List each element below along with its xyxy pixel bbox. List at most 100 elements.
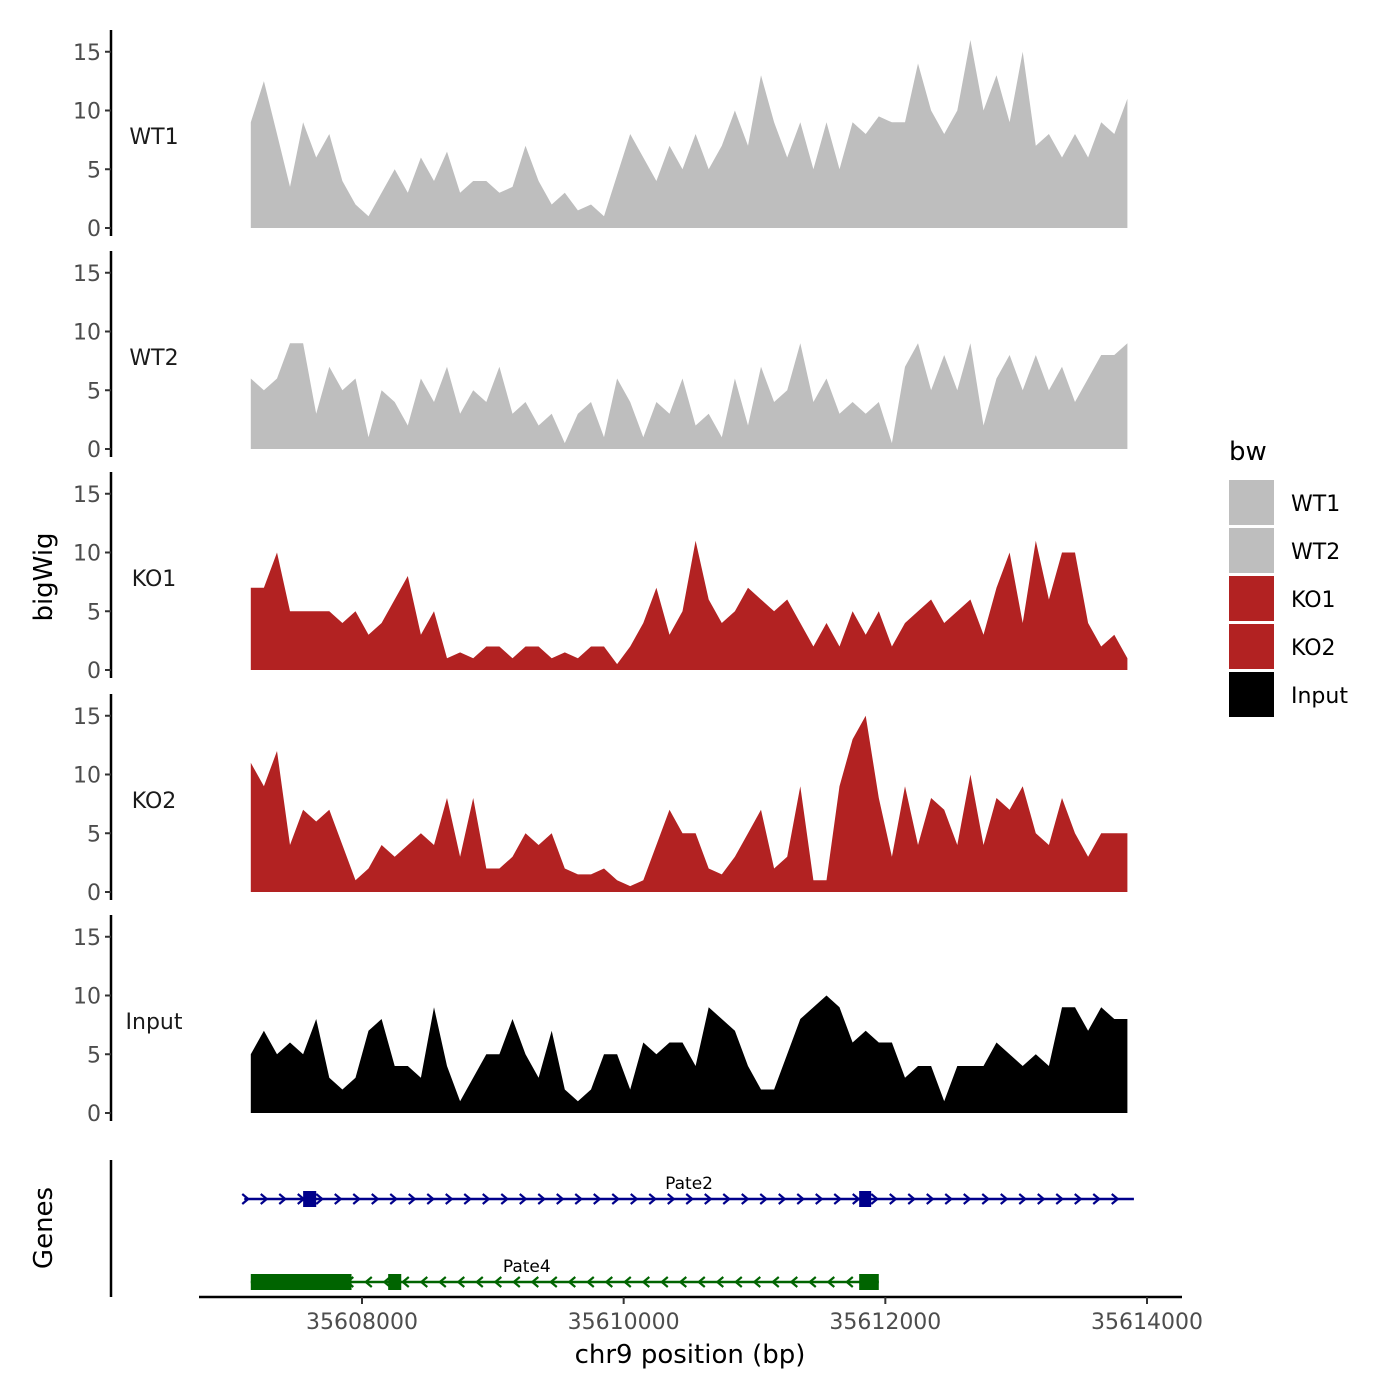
gene-pate2-strand-arrow: [500, 1193, 509, 1205]
legend-label-input: Input: [1291, 684, 1348, 709]
gene-pate2-strand-arrow: [889, 1193, 898, 1205]
track-input-tick-label: 15: [73, 926, 101, 951]
track-input: 0 5 10 15 Input: [73, 915, 1128, 1127]
gene-pate2-strand-arrow: [408, 1193, 417, 1205]
gene-pate4-strand-arrow: [419, 1276, 428, 1288]
track-ko2-tick-label: 0: [87, 881, 101, 906]
gene-pate2-strand-arrow: [759, 1193, 768, 1205]
gene-pate4-strand-arrow: [401, 1276, 410, 1288]
x-tick-label: 35610000: [568, 1310, 680, 1335]
gene-pate4-exon: [388, 1274, 402, 1290]
gene-pate4-strand-arrow: [678, 1276, 687, 1288]
gene-pate2-strand-arrow: [389, 1193, 398, 1205]
gene-pate2-strand-arrow: [870, 1193, 879, 1205]
area-ko2: [250, 715, 1128, 892]
track-input-label: Input: [126, 1010, 183, 1035]
legend-swatch-input: [1229, 672, 1274, 717]
gene-pate4-strand-arrow: [826, 1276, 835, 1288]
gene-pate4-strand-arrow: [456, 1276, 465, 1288]
legend-swatch-wt2: [1229, 528, 1274, 573]
gene-pate2-strand-arrow: [574, 1193, 583, 1205]
gene-pate2-strand-arrow: [556, 1193, 565, 1205]
track-ko1-label: KO1: [132, 567, 177, 592]
gene-pate4-strand-arrow: [715, 1276, 724, 1288]
area-wt2: [250, 343, 1128, 449]
gene-pate2-strand-arrow: [315, 1193, 324, 1205]
gene-pate4-strand-arrow: [845, 1276, 854, 1288]
gene-pate2-strand-arrow: [426, 1193, 435, 1205]
gene-pate4-strand-arrow: [549, 1276, 558, 1288]
gene-pate2-strand-arrow: [1092, 1193, 1101, 1205]
gene-pate4-strand-arrow: [623, 1276, 632, 1288]
gene-pate2-strand-arrow: [334, 1193, 343, 1205]
legend-label-ko1: KO1: [1291, 588, 1336, 613]
gene-pate4-strand-arrow: [771, 1276, 780, 1288]
legend-label-ko2: KO2: [1291, 636, 1336, 661]
track-ko2-tick-label: 15: [73, 705, 101, 730]
x-axis: 35608000 35610000 35612000 35614000: [199, 1295, 1203, 1335]
area-wt1: [250, 40, 1128, 228]
gene-pate2-exon: [303, 1191, 317, 1207]
track-ko2-tick-label: 10: [73, 764, 101, 789]
gene-pate2: Pate2: [241, 1174, 1134, 1207]
track-wt1-tick-label: 15: [73, 41, 101, 66]
legend: bw WT1 WT2 KO1 KO2 Input: [1229, 437, 1348, 717]
gene-pate4-strand-arrow: [364, 1276, 373, 1288]
track-wt2-label: WT2: [129, 346, 178, 371]
gene-pate4-exon: [859, 1274, 879, 1290]
track-input-tick-label: 0: [87, 1102, 101, 1127]
gene-pate4-strand-arrow: [697, 1276, 706, 1288]
legend-title: bw: [1229, 437, 1267, 467]
gene-pate2-label: Pate2: [665, 1174, 713, 1194]
gene-pate2-strand-arrow: [667, 1193, 676, 1205]
gene-pate4-strand-arrow: [493, 1276, 502, 1288]
gene-pate4-strand-arrow: [512, 1276, 521, 1288]
track-wt1-label: WT1: [129, 125, 178, 150]
gene-pate4-strand-arrow: [660, 1276, 669, 1288]
gene-pate2-strand-arrow: [704, 1193, 713, 1205]
gene-pate2-strand-arrow: [944, 1193, 953, 1205]
gene-pate2-strand-arrow: [815, 1193, 824, 1205]
gene-pate2-strand-arrow: [278, 1193, 287, 1205]
track-wt1: 0 5 10 15 WT1: [73, 30, 1128, 242]
gene-pate2-strand-arrow: [1074, 1193, 1083, 1205]
gene-pate4-label: Pate4: [503, 1257, 551, 1277]
gene-pate2-exon: [859, 1191, 872, 1207]
gene-pate2-strand-arrow: [445, 1193, 454, 1205]
gene-pate4-strand-arrow: [438, 1276, 447, 1288]
gene-pate2-strand-arrow: [981, 1193, 990, 1205]
gene-pate2-strand-arrow: [630, 1193, 639, 1205]
x-tick-label: 35612000: [829, 1310, 941, 1335]
track-wt2: 0 5 10 15 WT2: [73, 251, 1128, 463]
gene-pate2-strand-arrow: [611, 1193, 620, 1205]
track-wt1-tick-label: 0: [87, 217, 101, 242]
track-wt2-tick-label: 0: [87, 438, 101, 463]
gene-pate2-strand-arrow: [1055, 1193, 1064, 1205]
gene-pate2-strand-arrow: [241, 1193, 250, 1205]
gene-pate2-strand-arrow: [1111, 1193, 1120, 1205]
gene-pate4-strand-arrow: [641, 1276, 650, 1288]
gene-pate2-strand-arrow: [778, 1193, 787, 1205]
gene-pate2-strand-arrow: [482, 1193, 491, 1205]
gene-pate2-strand-arrow: [371, 1193, 380, 1205]
track-ko1-tick-label: 5: [87, 600, 101, 625]
track-wt2-tick-label: 10: [73, 321, 101, 346]
gene-pate4-strand-arrow: [734, 1276, 743, 1288]
track-ko2-tick-label: 5: [87, 822, 101, 847]
legend-label-wt2: WT2: [1291, 540, 1340, 565]
track-ko1-tick-label: 15: [73, 483, 101, 508]
gene-pate2-strand-arrow: [685, 1193, 694, 1205]
gene-pate2-strand-arrow: [352, 1193, 361, 1205]
gene-pate2-strand-arrow: [1000, 1193, 1009, 1205]
gene-pate4-strand-arrow: [789, 1276, 798, 1288]
gene-pate2-strand-arrow: [1037, 1193, 1046, 1205]
gene-pate2-strand-arrow: [722, 1193, 731, 1205]
gene-pate2-strand-arrow: [648, 1193, 657, 1205]
bigwig-tracks: 0 5 10 15 WT1 0 5 10 15 WT2 0 5 10 15 KO1 0 5 10 15 KO2 0 5 10…: [73, 30, 1128, 1127]
gene-pate4-strand-arrow: [530, 1276, 539, 1288]
legend-swatch-ko1: [1229, 576, 1274, 621]
track-ko1: 0 5 10 15 KO1: [73, 472, 1128, 684]
gene-pate2-strand-arrow: [519, 1193, 528, 1205]
track-ko2-label: KO2: [132, 789, 177, 814]
